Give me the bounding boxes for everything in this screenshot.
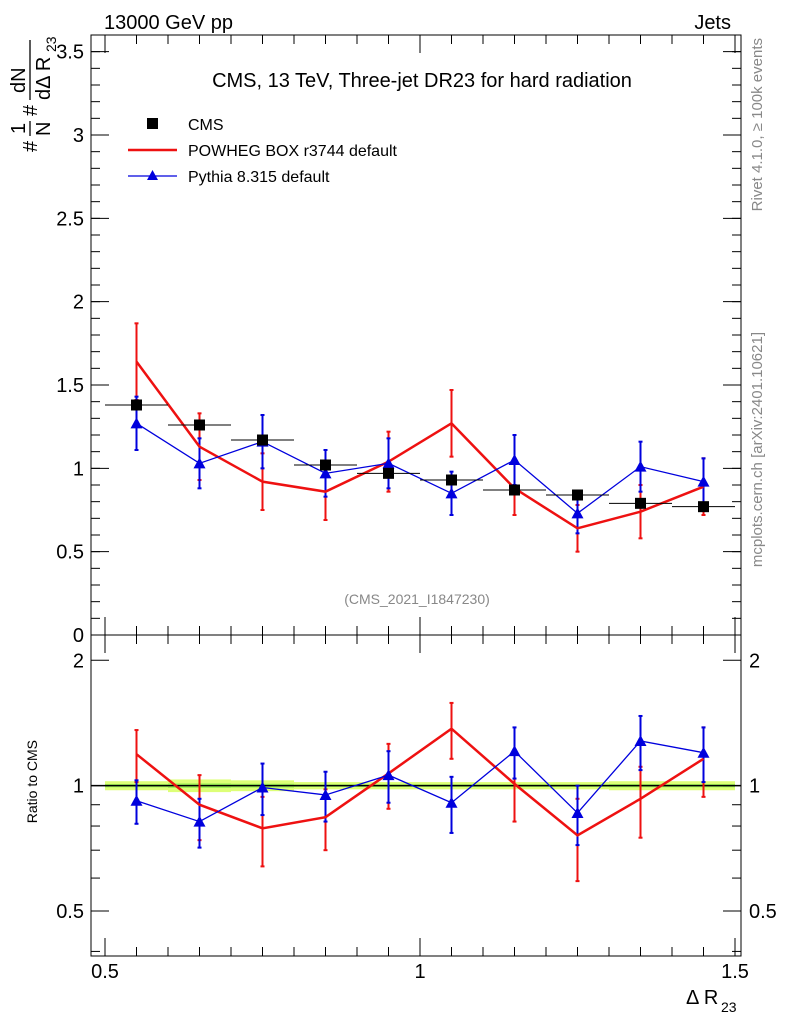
pythia-point <box>697 475 710 487</box>
ratio-ytick-label-right: 0.5 <box>749 901 777 923</box>
powheg-line <box>135 360 704 530</box>
ratio-pythia-point <box>697 746 710 758</box>
ylabel-num-1: 1 <box>8 123 30 134</box>
cms-point <box>320 459 331 471</box>
main-ytick-label: 0 <box>73 625 84 647</box>
cms-point <box>131 399 142 411</box>
xtick-label: 0.5 <box>91 961 119 983</box>
ylabel-hash-1: # <box>20 140 42 152</box>
main-ytick-label: 3 <box>73 125 84 147</box>
main-ylabel: # 1 N # dN dΔ R 23 <box>8 36 59 152</box>
pythia-point <box>571 507 584 519</box>
cms-point <box>446 474 457 486</box>
cms-point <box>635 497 646 509</box>
ratio-pythia-point <box>571 806 584 818</box>
cms-point <box>572 489 583 501</box>
legend: CMS POWHEG BOX r3744 default Pythia 8.31… <box>128 117 398 186</box>
ratio-pythia-point <box>319 788 332 800</box>
ratio-ylabel: Ratio to CMS <box>24 740 40 823</box>
ratio-powheg-line <box>135 727 705 837</box>
x-axis-title-main: Δ R <box>686 987 718 1009</box>
pythia-line <box>136 422 704 515</box>
legend-powheg-label: POWHEG BOX r3744 default <box>188 143 398 160</box>
ratio-pythia-point <box>130 794 143 806</box>
ratio-pythia-point <box>382 769 395 781</box>
pythia-point <box>193 457 206 469</box>
main-ytick-label: 1.5 <box>56 375 84 397</box>
rivet-label: Rivet 4.1.0, ≥ 100k events <box>749 38 766 211</box>
main-ytick-label: 1 <box>73 458 84 480</box>
ylabel-den-2: dΔ R <box>33 57 55 100</box>
pythia-point <box>382 457 395 469</box>
ratio-pythia-point <box>256 781 269 793</box>
cms-point <box>698 501 709 513</box>
ratio-ytick-label: 0.5 <box>56 901 84 923</box>
ratio-marks <box>91 701 741 883</box>
legend-cms-label: CMS <box>188 117 224 134</box>
ratio-ytick-label: 2 <box>73 650 84 672</box>
x-axis-title: Δ R 23 <box>686 987 737 1015</box>
header-right: Jets <box>694 12 731 34</box>
ratio-pythia-point <box>193 815 206 827</box>
cms-point <box>257 434 268 446</box>
cms-point <box>509 484 520 496</box>
ylabel-num-2: dN <box>8 67 30 93</box>
ylabel-hash-2: # <box>20 104 42 116</box>
mcplots-label: mcplots.cern.ch [arXiv:2401.10621] <box>749 332 766 567</box>
watermark: (CMS_2021_I1847230) <box>344 591 490 607</box>
main-title: CMS, 13 TeV, Three-jet DR23 for hard rad… <box>212 70 632 92</box>
legend-pythia-label: Pythia 8.315 default <box>188 169 330 186</box>
main-ytick-label: 2 <box>73 292 84 314</box>
ratio-frame <box>90 634 742 957</box>
main-axes: 0 0.5 1 1.5 2 2.5 3 3.5 <box>56 34 742 647</box>
pythia-point <box>508 454 521 465</box>
xtick-label: 1 <box>414 961 425 983</box>
pythia-point <box>445 487 458 499</box>
main-marks <box>105 322 735 553</box>
xtick-label: 1.5 <box>721 961 749 983</box>
ratio-ytick-label-right: 1 <box>749 776 760 798</box>
main-ytick-label: 2.5 <box>56 208 84 230</box>
cms-point <box>383 467 394 479</box>
legend-pythia-marker <box>147 170 158 180</box>
ratio-pythia-point <box>508 745 521 757</box>
main-panel: 0 0.5 1 1.5 2 2.5 3 3.5 CMS, 13 TeV, Three-jet … <box>56 34 742 647</box>
main-ytick-label: 3.5 <box>56 42 84 64</box>
ratio-pythia-point <box>634 735 647 747</box>
ratio-pythia-line <box>136 740 704 823</box>
main-ytick-label: 0.5 <box>56 542 84 564</box>
header-left: 13000 GeV pp <box>104 12 233 34</box>
pythia-point <box>319 467 332 479</box>
ratio-axes: 0.5 1 1.5 0.5 0.5 1 1 2 2 <box>56 634 777 983</box>
ratio-panel: 0.5 1 1.5 0.5 0.5 1 1 2 2 <box>56 634 777 983</box>
pythia-point <box>634 460 647 472</box>
ratio-ytick-label-right: 2 <box>749 650 760 672</box>
legend-cms-marker <box>147 118 158 129</box>
ratio-ytick-label: 1 <box>73 776 84 798</box>
ylabel-den-1: N <box>33 122 55 136</box>
ratio-pythia-point <box>445 796 458 808</box>
x-axis-title-sub: 23 <box>721 999 737 1015</box>
cms-point <box>194 419 205 431</box>
ylabel-sub: 23 <box>43 36 59 52</box>
pythia-point <box>130 417 143 429</box>
